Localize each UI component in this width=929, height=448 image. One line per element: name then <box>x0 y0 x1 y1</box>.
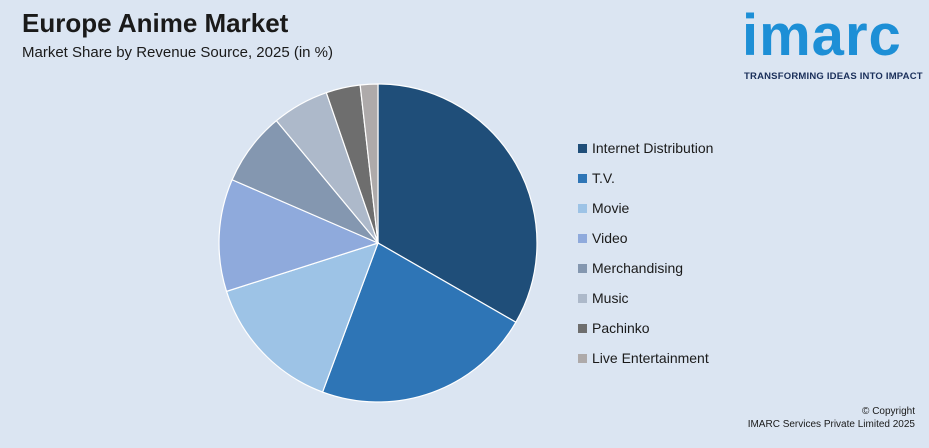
legend-label: Music <box>592 290 629 306</box>
legend-label: T.V. <box>592 170 615 186</box>
legend-swatch <box>578 263 587 273</box>
pie-slice-movie <box>225 242 379 393</box>
copyright-company: IMARC Services Private Limited 2025 <box>747 419 915 430</box>
legend-swatch <box>578 233 587 243</box>
legend-swatch <box>578 143 587 153</box>
pie-slice-live-entertainment <box>359 83 379 244</box>
pie-slice-video <box>218 178 380 293</box>
legend-item: Merchandising <box>578 253 713 283</box>
chart-legend: Internet Distribution T.V. Movie Video Merch… <box>578 133 713 373</box>
legend-item: Internet Distribution <box>578 133 713 163</box>
legend-label: Pachinko <box>592 320 650 336</box>
chart-subtitle: Market Share by Revenue Source, 2025 (in… <box>22 44 333 61</box>
legend-item: Movie <box>578 193 713 223</box>
legend-label: Live Entertainment <box>592 350 709 366</box>
legend-label: Internet Distribution <box>592 140 714 156</box>
chart-title: Europe Anime Market <box>22 8 289 38</box>
logo-wordmark: imarc <box>742 3 902 68</box>
legend-item: Live Entertainment <box>578 343 713 373</box>
legend-label: Video <box>592 230 628 246</box>
legend-swatch <box>578 293 587 303</box>
pie-slice-internet-distribution <box>377 83 538 324</box>
legend-item: Pachinko <box>578 313 713 343</box>
logo-tagline: TRANSFORMING IDEAS INTO IMPACT <box>744 71 923 82</box>
copyright-line: © Copyright <box>862 406 915 417</box>
legend-swatch <box>578 173 587 183</box>
legend-swatch <box>578 353 587 363</box>
copyright-notice: © Copyright IMARC Services Private Limit… <box>748 405 915 431</box>
legend-swatch <box>578 203 587 213</box>
legend-item: T.V. <box>578 163 713 193</box>
pie-slice-t-v <box>321 242 517 403</box>
imarc-logo: imarc TRANSFORMING IDEAS INTO IMPACT <box>740 3 923 86</box>
legend-swatch <box>578 323 587 333</box>
legend-label: Movie <box>592 200 630 216</box>
legend-item: Video <box>578 223 713 253</box>
legend-label: Merchandising <box>592 260 684 276</box>
legend-item: Music <box>578 283 713 313</box>
